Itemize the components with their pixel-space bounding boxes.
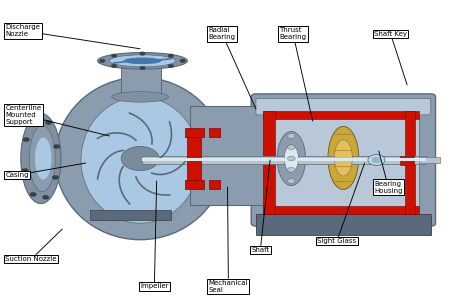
Bar: [187, 130, 201, 187]
Text: Sight Glass: Sight Glass: [318, 163, 365, 244]
Text: Casing: Casing: [5, 163, 86, 178]
Circle shape: [30, 192, 36, 197]
Text: Suction Nozzle: Suction Nozzle: [5, 229, 62, 262]
Bar: [143, 158, 426, 161]
Bar: [209, 128, 220, 137]
FancyBboxPatch shape: [190, 106, 265, 205]
Ellipse shape: [109, 55, 175, 67]
Bar: [263, 111, 419, 119]
Ellipse shape: [112, 92, 168, 102]
Bar: [121, 67, 161, 97]
Bar: [263, 111, 275, 214]
Text: Mechanical
Seal: Mechanical Seal: [209, 187, 248, 293]
Text: Thrust
Bearing: Thrust Bearing: [280, 27, 313, 121]
Ellipse shape: [98, 53, 187, 69]
Ellipse shape: [29, 125, 55, 191]
Text: Bearing
Housing: Bearing Housing: [374, 151, 402, 194]
Ellipse shape: [35, 137, 52, 180]
Circle shape: [140, 52, 146, 55]
Circle shape: [168, 64, 173, 68]
Circle shape: [288, 156, 295, 161]
Circle shape: [288, 179, 295, 184]
Ellipse shape: [21, 114, 61, 204]
Ellipse shape: [81, 97, 199, 223]
Ellipse shape: [284, 145, 299, 172]
Bar: [107, 190, 145, 220]
Bar: [194, 109, 265, 133]
Circle shape: [140, 66, 146, 70]
Circle shape: [52, 175, 59, 180]
Circle shape: [180, 59, 185, 63]
Bar: [185, 180, 204, 188]
Ellipse shape: [124, 57, 161, 64]
Circle shape: [100, 59, 105, 63]
Circle shape: [121, 146, 159, 171]
Ellipse shape: [328, 126, 359, 189]
Bar: [185, 128, 204, 137]
Circle shape: [368, 155, 385, 165]
Text: Shaft: Shaft: [251, 160, 270, 253]
Bar: [91, 210, 171, 220]
Ellipse shape: [277, 131, 306, 185]
Circle shape: [111, 64, 117, 68]
Circle shape: [46, 120, 52, 125]
Circle shape: [288, 167, 295, 172]
Bar: [143, 156, 426, 164]
FancyBboxPatch shape: [256, 98, 431, 115]
Bar: [209, 180, 220, 188]
Circle shape: [54, 144, 60, 149]
Text: Shaft Key: Shaft Key: [374, 31, 407, 85]
Ellipse shape: [334, 140, 352, 176]
FancyBboxPatch shape: [251, 94, 436, 226]
Bar: [400, 156, 414, 165]
Bar: [194, 174, 265, 198]
Circle shape: [23, 137, 29, 142]
Bar: [419, 157, 440, 163]
Text: Impeller: Impeller: [140, 181, 169, 289]
Circle shape: [43, 195, 49, 199]
FancyBboxPatch shape: [263, 115, 419, 211]
Circle shape: [111, 54, 117, 57]
Ellipse shape: [55, 77, 225, 240]
Circle shape: [288, 145, 295, 150]
Bar: [405, 111, 415, 214]
Bar: [263, 206, 419, 214]
Text: Discharge
Nozzle: Discharge Nozzle: [5, 24, 140, 49]
Circle shape: [168, 54, 173, 57]
Circle shape: [33, 118, 39, 122]
Bar: [218, 114, 256, 193]
Circle shape: [371, 157, 382, 163]
Text: Centerline
Mounted
Support: Centerline Mounted Support: [5, 105, 109, 136]
Circle shape: [288, 133, 295, 138]
Bar: [256, 214, 431, 235]
Circle shape: [22, 169, 28, 173]
Text: Radial
Bearing: Radial Bearing: [209, 27, 256, 109]
